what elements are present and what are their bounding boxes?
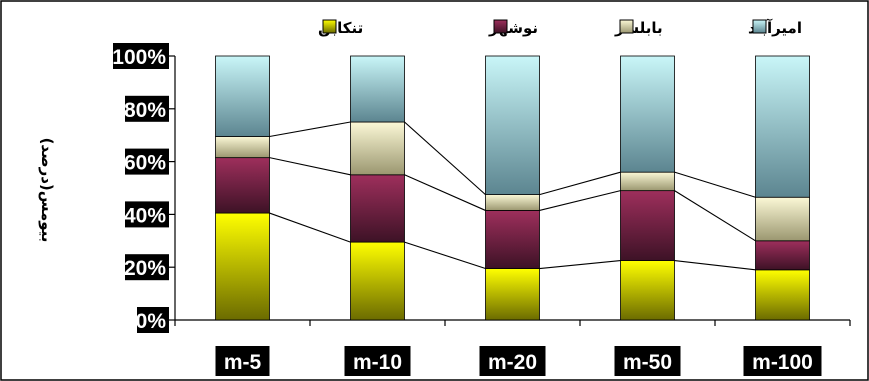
series-connector-line [674, 171, 756, 198]
legend-swatch [752, 19, 767, 34]
bar-segment [350, 241, 405, 321]
y-tick-label: 100% [112, 46, 166, 69]
legend: تنکابن نوشهر بابلسر امیرآباد [318, 19, 802, 37]
y-axis-title: بیومس(درصد) [38, 138, 56, 243]
y-tick-label: 40% [124, 204, 166, 227]
legend-swatch [493, 19, 508, 34]
bar-segment [485, 55, 540, 196]
series-connector-line [269, 157, 351, 176]
series-connector-line [539, 260, 621, 270]
x-tick-label-bg [215, 346, 270, 376]
y-tick-label: 20% [124, 257, 166, 280]
bar-segment [620, 55, 675, 173]
x-tick-label: m-100 [752, 351, 813, 374]
y-tick-label-bg [125, 95, 169, 122]
bar-segment [215, 157, 270, 214]
stack-connector-lines [269, 121, 756, 271]
series-connector-line [674, 190, 756, 242]
bar-segment [620, 190, 675, 261]
x-axis: m-5 m-10 m-20 m-50 m-100 [174, 319, 851, 376]
y-tick-label-bg [137, 307, 169, 333]
bar-segment [215, 212, 270, 321]
series-connector-line [539, 190, 621, 211]
legend-swatch [322, 19, 337, 34]
bar-segment [350, 121, 405, 176]
series-connector-line [269, 121, 351, 138]
x-tick-label: m-5 [224, 351, 262, 374]
bar-segment [485, 210, 540, 269]
y-tick-label: 60% [124, 152, 166, 175]
bar-segment [755, 269, 810, 321]
x-tick-label-bg [344, 346, 411, 376]
series-connector-line [404, 121, 486, 196]
x-tick-label-bg [479, 346, 546, 376]
bar-segment [350, 55, 405, 123]
series-connector-line [674, 260, 756, 271]
series-connector-line [404, 241, 486, 270]
bars [215, 55, 810, 321]
series-connector-line [404, 174, 486, 211]
bar-segment [755, 55, 810, 198]
bar-segment [620, 171, 675, 192]
y-tick-label-bg [125, 254, 169, 281]
y-tick-label-bg [125, 148, 169, 175]
y-tick-label-bg [113, 43, 169, 69]
bar-segment [620, 260, 675, 321]
x-tick-label: m-50 [623, 351, 672, 374]
bar-segment [350, 174, 405, 243]
bar-segment [755, 196, 810, 242]
bar-segment [755, 240, 810, 271]
y-tick-label: 80% [124, 99, 166, 122]
y-axis: 0% 20% 40% 60% 80% 100% [112, 43, 176, 333]
bar-segment [215, 136, 270, 159]
x-tick-label: m-10 [353, 351, 402, 374]
series-connector-line [539, 171, 621, 196]
bar-segment [485, 268, 540, 321]
bar-segment [485, 194, 540, 211]
series-connector-line [269, 212, 351, 243]
bar-segment [215, 55, 270, 137]
y-tick-label: 0% [136, 310, 167, 333]
x-tick-label: m-20 [488, 351, 537, 374]
x-tick-label-bg [743, 346, 822, 376]
legend-swatch [619, 19, 634, 34]
x-tick-label-bg [614, 346, 681, 376]
y-tick-label-bg [125, 201, 169, 228]
